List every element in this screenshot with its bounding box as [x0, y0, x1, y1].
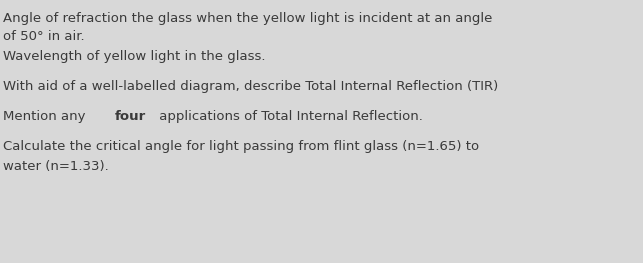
- Text: Calculate the critical angle for light passing from flint glass (n=1.65) to: Calculate the critical angle for light p…: [3, 140, 479, 153]
- Text: water (n=1.33).: water (n=1.33).: [3, 160, 109, 173]
- Text: four: four: [115, 110, 146, 123]
- Text: of 50° in air.: of 50° in air.: [3, 30, 85, 43]
- Text: Angle of refraction the glass when the yellow light is incident at an angle: Angle of refraction the glass when the y…: [3, 12, 493, 25]
- Text: Mention any: Mention any: [3, 110, 90, 123]
- Text: Wavelength of yellow light in the glass.: Wavelength of yellow light in the glass.: [3, 50, 266, 63]
- Text: With aid of a well-labelled diagram, describe Total Internal Reflection (TIR): With aid of a well-labelled diagram, des…: [3, 80, 498, 93]
- Text: applications of Total Internal Reflection.: applications of Total Internal Reflectio…: [155, 110, 423, 123]
